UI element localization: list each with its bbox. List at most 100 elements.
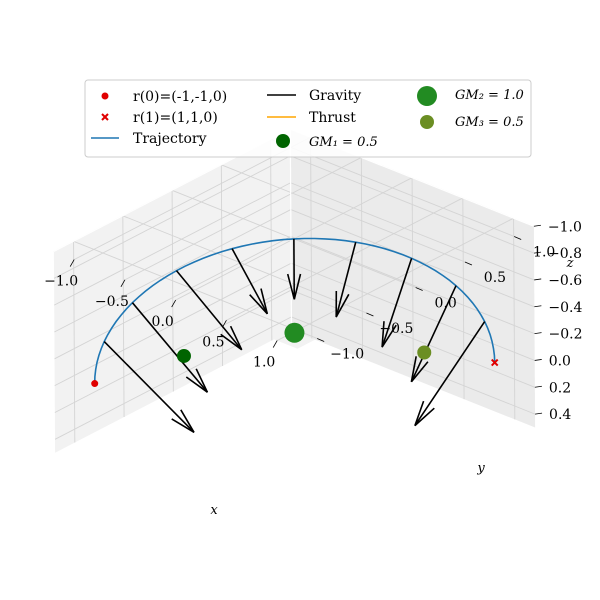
gravity-arrow-shaft	[410, 285, 457, 383]
legend-label-gm3: GM₃ = 0.5	[455, 115, 524, 130]
z-tick-mark	[534, 278, 542, 281]
x-axis-label: x	[210, 503, 218, 518]
y-tick-mark	[464, 261, 473, 266]
pane-edge-back-corner	[289, 129, 293, 331]
y-tick-label: −1.0	[330, 346, 364, 362]
z-tick-label: 0.4	[549, 407, 571, 423]
z-tick-label: −0.6	[548, 273, 582, 289]
legend-label-gravity: Gravity	[309, 88, 361, 104]
y-tick-label: 0.5	[484, 270, 506, 286]
z-tick-label: −0.4	[548, 300, 582, 316]
y-tick-mark	[366, 312, 374, 317]
x-tick-label: −0.5	[95, 294, 129, 310]
gravity-arrow-head	[414, 400, 435, 427]
gravity-arrow-shaft	[231, 248, 269, 315]
gravity-arrow	[335, 241, 357, 318]
grid-back-z	[53, 155, 291, 279]
z-tick-mark	[533, 251, 542, 254]
z-tick-mark	[534, 359, 542, 361]
body-point	[284, 322, 305, 343]
legend-marker-start	[101, 92, 109, 100]
legend-label-trajectory: Trajectory	[133, 131, 207, 147]
gravity-arrow-head	[249, 288, 269, 315]
gravity-arrow	[175, 270, 243, 351]
grid-floor-x	[276, 217, 514, 341]
gravity-arrow-shaft	[381, 258, 413, 348]
legend: r(0)=(-1,-1,0) r(1)=(1,1,0) Trajectory G…	[84, 79, 532, 158]
plot-marks	[91, 237, 499, 433]
z-tick-mark	[534, 332, 542, 335]
z-tick-label: −0.2	[549, 327, 583, 343]
gravity-arrow	[231, 248, 269, 315]
grid-back-y	[73, 241, 76, 443]
grid-side-x	[513, 218, 516, 420]
gravity-arrow	[103, 341, 195, 433]
gravity-arrow-head	[220, 325, 243, 351]
gravity-arrow-head	[185, 368, 209, 393]
legend-marker-gm1	[276, 134, 290, 148]
legend-label-gm1: GM₁ = 0.5	[309, 135, 378, 150]
grid-back-y	[270, 139, 273, 341]
gravity-arrow	[131, 302, 209, 393]
grid-back-y	[171, 190, 174, 392]
legend-marker-gm3	[420, 115, 434, 129]
grid-back-y	[122, 215, 125, 418]
x-tick-label: 1.0	[253, 355, 275, 371]
grid-side-x	[462, 197, 465, 400]
gravity-arrow-head	[171, 409, 195, 433]
gravity-arrow	[381, 258, 413, 348]
gravity-arrow-head	[286, 273, 302, 300]
x-tick-label: 0.0	[152, 314, 174, 330]
z-ticks: −1.0 −0.8 −0.6 −0.4 −0.2 0.0 0.2 0.4	[533, 219, 583, 423]
body-point	[417, 345, 432, 360]
gravity-arrow	[414, 321, 486, 427]
z-tick-label: −0.8	[548, 246, 582, 262]
y-tick-label: −0.5	[379, 321, 413, 337]
legend-marker-gm2	[417, 86, 437, 106]
z-tick-mark	[534, 412, 543, 415]
x-ticks: −1.0 −0.5 0.0 0.5 1.0	[44, 259, 278, 371]
gravity-arrow-head	[381, 321, 397, 348]
grid-side-z	[290, 262, 535, 361]
z-tick-mark	[533, 224, 541, 227]
grid-side-z	[291, 289, 536, 388]
gravity-arrow-shaft	[131, 302, 209, 393]
grid-side-z	[290, 182, 535, 281]
gravity-arrow-head	[410, 356, 429, 383]
grid-back-z	[54, 316, 292, 440]
gravity-arrow-head	[335, 290, 350, 318]
x-tick-mark	[272, 340, 278, 348]
y-tick-mark	[514, 236, 522, 240]
grid-side-z	[291, 316, 536, 415]
z-tick-label: −1.0	[548, 219, 582, 235]
gravity-arrow-shaft	[414, 321, 486, 427]
gravity-arrow	[410, 285, 457, 383]
end-point	[491, 358, 499, 367]
grid-side-z	[290, 235, 535, 335]
z-tick-mark	[534, 305, 542, 308]
legend-label-end: r(1)=(1,1,0)	[133, 110, 218, 126]
gravity-arrow-shaft	[335, 241, 357, 318]
y-ticks: −1.0 −0.5 0.0 0.5 1.0	[317, 236, 555, 362]
x-tick-mark	[69, 259, 75, 267]
z-axis-label: z	[566, 256, 574, 271]
grid-back-y	[220, 164, 224, 367]
gravity-arrow	[286, 238, 302, 300]
y-tick-label: 1.0	[533, 244, 555, 260]
grid-side-x	[411, 177, 414, 379]
x-tick-mark	[120, 279, 126, 288]
gravity-arrow-shaft	[175, 270, 243, 351]
y-axis-label: y	[476, 461, 485, 476]
y-tick-label: 0.0	[435, 295, 457, 311]
z-tick-mark	[534, 385, 542, 388]
x-tick-mark	[171, 299, 177, 308]
grid-back-z	[54, 209, 291, 333]
x-tick-label: 0.5	[202, 334, 224, 350]
end-point-stroke	[491, 358, 499, 367]
grid-back-z	[54, 236, 292, 360]
gravity-arrow-shaft	[103, 341, 195, 433]
grid-side-z	[290, 155, 535, 254]
legend-label-thrust: Thrust	[309, 110, 356, 126]
y-tick-mark	[317, 338, 325, 342]
